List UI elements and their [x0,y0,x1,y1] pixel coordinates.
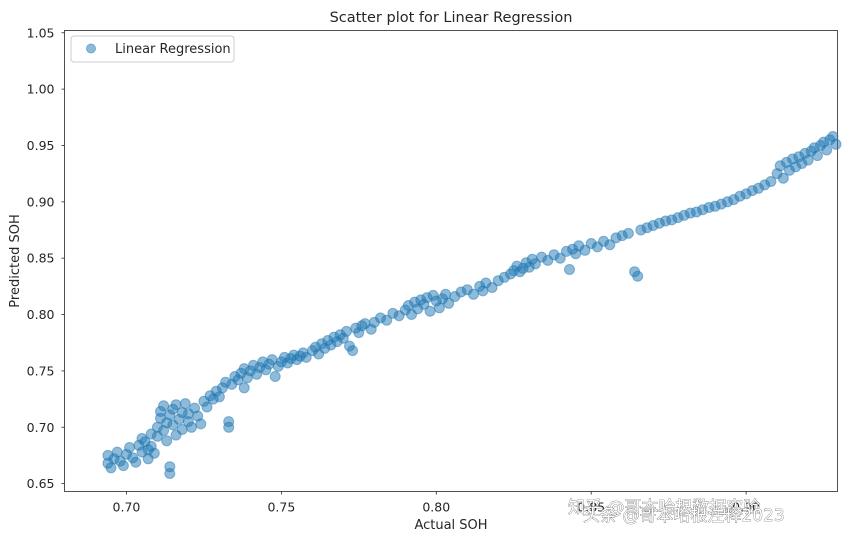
data-point [811,150,823,162]
data-point [440,288,452,300]
data-point [300,351,312,363]
data-point [340,325,352,337]
legend-label: Linear Regression [115,42,231,57]
x-tick-label: 0.80 [422,500,450,515]
data-point [564,264,575,275]
x-axis-ticks: 0.70 0.75 0.80 0.85 0.90 [113,491,760,515]
y-axis-label: Predicted SOH [8,214,23,307]
x-tick-label: 0.70 [113,500,141,515]
y-tick-label: 0.75 [27,363,55,378]
y-tick-label: 0.90 [27,194,55,209]
data-point [269,371,281,382]
y-tick-label: 1.05 [27,25,55,40]
data-point [554,252,566,264]
data-point [179,398,191,410]
data-point [604,239,616,251]
data-point [158,400,170,412]
data-point [111,446,123,458]
legend: Linear Regression [70,35,235,63]
data-point [765,176,777,187]
data-point [622,227,634,239]
legend-box [70,35,235,63]
y-tick-label: 0.65 [27,476,55,491]
x-tick-label: 0.75 [267,500,295,515]
x-tick-label: 0.85 [577,500,605,515]
y-tick-label: 0.80 [27,307,55,322]
watermark-line-1: 知乎 @哥本哈根数据实验 [568,498,760,518]
data-point [164,468,176,479]
data-point [821,144,833,156]
data-point [424,305,436,317]
data-point [201,401,213,413]
x-axis-label: Actual SOH [414,518,487,533]
data-point [148,447,160,459]
data-point [486,282,498,293]
data-point [223,421,235,433]
data-point [105,462,117,474]
data-point [802,154,814,166]
data-point [529,258,541,270]
data-point [347,345,359,357]
data-point [632,270,644,282]
data-point [381,314,393,326]
watermark: 知乎 @哥本哈根数据实验 头条 @哥本哈根注释2023 [568,498,785,527]
data-point [238,382,250,394]
data-point [124,442,136,453]
data-point [195,418,207,430]
data-point [433,302,445,314]
y-tick-label: 0.85 [27,251,55,266]
y-axis-ticks: 0.65 0.70 0.75 0.80 0.85 0.90 0.95 1.00 1.05 [27,25,65,491]
data-point [777,172,789,184]
data-point [830,138,842,150]
chart-title: Scatter plot for Linear Regression [330,10,573,26]
data-points [102,131,842,479]
data-point [130,456,142,468]
legend-marker [86,43,96,54]
data-point [579,244,591,256]
data-point [186,421,197,433]
data-point [443,297,455,309]
data-point [161,435,173,447]
y-tick-label: 1.00 [27,82,55,97]
y-tick-label: 0.70 [27,420,55,435]
watermark-line-2: 头条 @哥本哈根注释2023 [583,506,785,526]
y-tick-label: 0.95 [27,138,55,153]
data-point [213,391,225,403]
data-point [117,460,129,472]
x-tick-label: 0.90 [732,500,760,515]
